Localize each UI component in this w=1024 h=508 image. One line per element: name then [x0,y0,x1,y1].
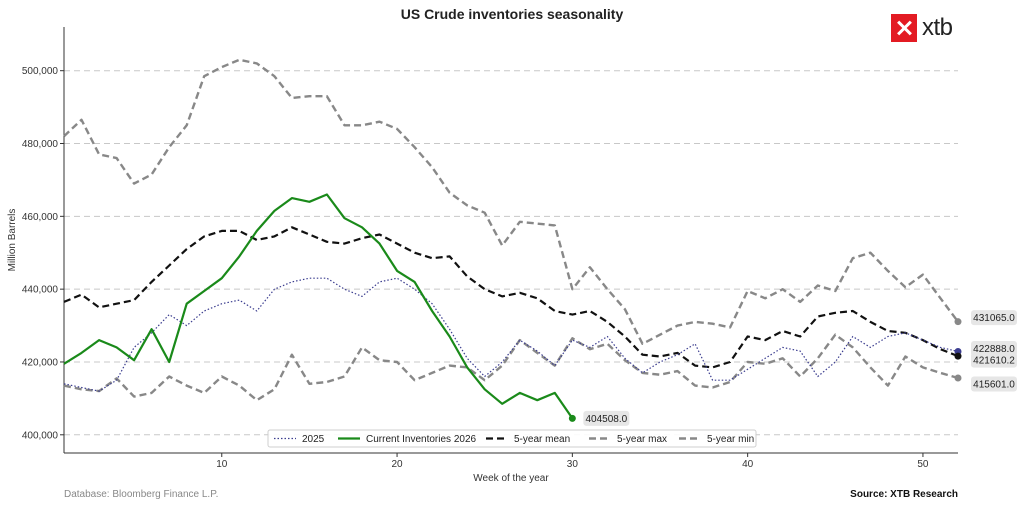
x-axis-label: Week of the year [473,473,549,484]
end-label-value: 415601.0 [973,379,1015,390]
end-marker [954,374,962,382]
series-line-current-inventories-2026 [63,193,574,420]
series-layer [63,58,959,420]
legend: 2025 Current Inventories 2026 5-year mean 5… [267,429,757,448]
end-label-value: 422888.0 [973,344,1015,355]
series-line-5-year-max [63,58,959,345]
legend-label: 5-year max [617,434,667,445]
xtb-logo: xtb [891,14,953,42]
end-label-box [583,410,630,426]
axes: 400,000 420,000 440,000 460,000 480,000 500,0… [22,27,958,470]
legend-label: 2025 [302,434,325,445]
end-label-value: 404508.0 [585,414,627,425]
y-tick-label: 500,000 [22,66,59,77]
x-tick-label: 40 [742,459,754,470]
end-marker [568,414,576,422]
legend-box [267,429,757,448]
end-marker [954,352,962,360]
chart-title: US Crude inventories seasonality [401,6,624,22]
x-tick-label: 10 [216,459,228,470]
series-line-5-year-mean [63,226,959,369]
end-marker [954,318,962,326]
end-label-box [971,352,1017,368]
x-tick-label: 30 [567,459,579,470]
gridlines [64,70,958,436]
legend-label: 5-year min [707,434,754,445]
end-label-box [971,340,1017,356]
logo-text: xtb [922,14,953,41]
y-tick-label: 460,000 [22,212,59,223]
y-axis-label: Million Barrels [7,209,18,272]
end-label-value: 421610.2 [973,356,1015,367]
y-tick-label: 480,000 [22,139,59,150]
y-tick-label: 400,000 [22,430,59,441]
footer-source-database: Database: Bloomberg Finance L.P. [64,489,218,500]
xtb-x-icon [891,14,917,42]
end-label-box [971,376,1017,392]
x-tick-label: 20 [391,459,403,470]
footer-source-research: Source: XTB Research [850,489,958,500]
legend-label: 5-year mean [514,434,570,445]
end-label-box [971,310,1017,326]
series-line-5-year-min [63,333,959,402]
x-tick-label: 50 [917,459,929,470]
legend-label: Current Inventories 2026 [366,434,477,445]
y-tick-label: 420,000 [22,357,59,368]
y-tick-label: 440,000 [22,285,59,296]
end-label-value: 431065.0 [973,313,1015,324]
